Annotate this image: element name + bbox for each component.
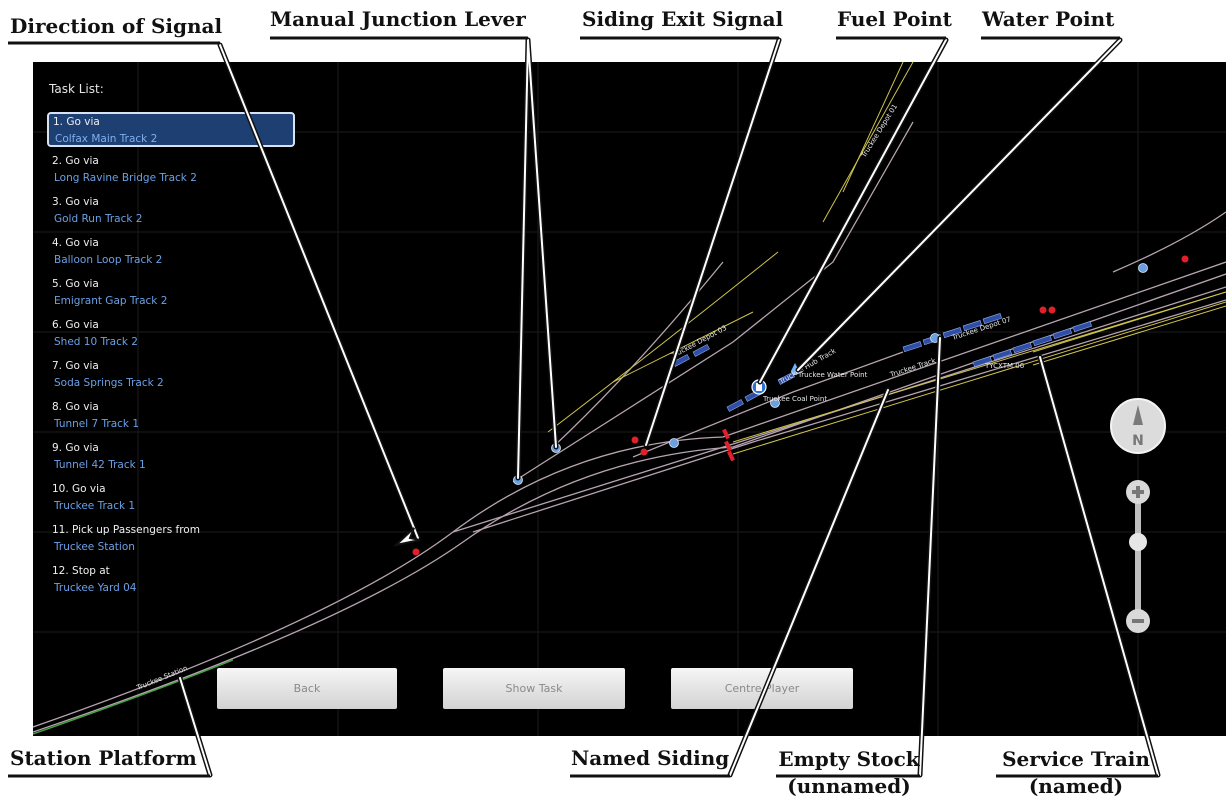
yellow-sidings [547,62,1226,455]
callout-manual-junction-lever: Manual Junction Lever [270,7,526,31]
task-action: 12. Stop at [52,565,110,577]
callout-named-siding: Named Siding [571,746,730,770]
task-location: Emigrant Gap Track 2 [54,295,168,307]
callout-empty-stock-sub: (unnamed) [787,774,911,798]
task-item[interactable]: 11. Pick up Passengers from Truckee Stati… [47,522,295,557]
task-location: Gold Run Track 2 [54,213,143,225]
task-item[interactable]: 6. Go via Shed 10 Track 2 [47,317,295,352]
task-location: Colfax Main Track 2 [55,133,158,145]
task-item[interactable]: 9. Go via Tunnel 42 Track 1 [47,440,295,475]
task-location: Truckee Yard 04 [54,582,137,594]
buffer-stop [724,440,732,452]
compass-label: N [1132,433,1144,449]
zoom-controls[interactable]: N [1103,397,1173,637]
signals [412,255,1189,556]
task-location: Truckee Track 1 [54,500,136,512]
callout-service-train: Service Train (named) [994,746,1158,800]
task-action: 4. Go via [52,237,99,249]
back-button[interactable]: Back [217,668,397,709]
task-item[interactable]: 1. Go via Colfax Main Track 2 [47,112,295,147]
signal-red [1048,306,1056,314]
task-item[interactable]: 10. Go via Truckee Track 1 [47,481,295,516]
callout-underlines [8,36,1158,778]
signal-red [640,448,648,456]
task-location: Soda Springs Track 2 [54,377,164,389]
callout-service-train-title: Service Train [1002,747,1150,771]
zoom-out-icon[interactable] [1126,609,1150,633]
task-action: 8. Go via [52,401,99,413]
task-action: 6. Go via [52,319,99,331]
task-item[interactable]: 5. Go via Emigrant Gap Track 2 [47,276,295,311]
task-location: Truckee Station [54,541,135,553]
map-label-water-point: Truckee Water Point [797,371,868,379]
zoom-slider-track [1135,500,1141,615]
junction-lever [770,398,780,408]
callout-station-platform: Station Platform [10,746,197,770]
junction-levers [513,263,1148,485]
task-location: Long Ravine Bridge Track 2 [54,172,197,184]
show-task-button[interactable]: Show Task [443,668,625,709]
task-action: 1. Go via [53,116,100,128]
callout-water-point: Water Point [982,7,1115,31]
zoom-slider-knob[interactable] [1129,533,1147,551]
task-list-title: Task List: [49,82,104,96]
task-item[interactable]: 12. Stop at Truckee Yard 04 [47,563,295,598]
callout-fuel-point: Fuel Point [837,7,952,31]
task-location: Balloon Loop Track 2 [54,254,163,266]
callout-service-train-sub: (named) [1028,774,1124,798]
map-label-coal-point: Truckee Coal Point [762,395,827,403]
buffer-stop [727,450,735,462]
task-action: 3. Go via [52,196,99,208]
task-item[interactable]: 7. Go via Soda Springs Track 2 [47,358,295,393]
junction-lever [1138,263,1148,273]
zoom-in-icon[interactable] [1126,480,1150,504]
task-location: Tunnel 7 Track 1 [54,418,140,430]
task-item[interactable]: 2. Go via Long Ravine Bridge Track 2 [47,153,295,188]
callout-empty-stock-title: Empty Stock [778,747,920,771]
task-action: 9. Go via [52,442,99,454]
compass-icon[interactable]: N [1110,398,1166,454]
map-panel[interactable]: Truckee Station Truckee Depot 01 Truckee… [33,62,1226,736]
signal-red [1181,255,1189,263]
station-platform-track [33,659,234,735]
signal-red [1039,306,1047,314]
task-item[interactable]: 4. Go via Balloon Loop Track 2 [47,235,295,270]
buffer-stop [722,428,730,440]
callout-empty-stock: Empty Stock (unnamed) [776,746,922,800]
task-action: 5. Go via [52,278,99,290]
direction-arrow-icon [392,527,421,547]
task-action: 7. Go via [52,360,99,372]
callout-direction-of-signal: Direction of Signal [10,14,223,38]
signal-red [631,436,639,444]
task-location: Tunnel 42 Track 1 [54,459,146,471]
main-track [33,121,1226,733]
signal-red [412,548,420,556]
junction-lever [669,438,679,448]
map-label-service-train: TYCXTM 06 [984,362,1025,370]
task-item[interactable]: 8. Go via Tunnel 7 Track 1 [47,399,295,434]
callout-siding-exit-signal: Siding Exit Signal [582,7,784,31]
task-action: 10. Go via [52,483,106,495]
rolling-stock [672,313,1093,412]
task-location: Shed 10 Track 2 [54,336,138,348]
task-action: 2. Go via [52,155,99,167]
task-item[interactable]: 3. Go via Gold Run Track 2 [47,194,295,229]
task-action: 11. Pick up Passengers from [52,524,200,536]
